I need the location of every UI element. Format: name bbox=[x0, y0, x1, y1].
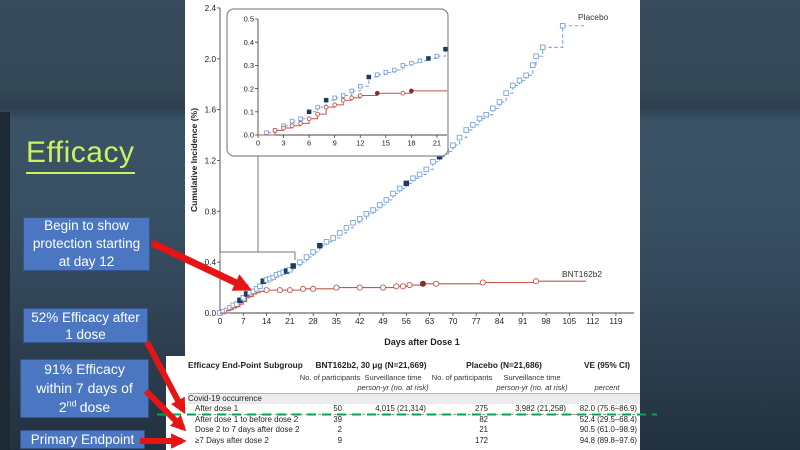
svg-text:1.2: 1.2 bbox=[205, 156, 217, 165]
svg-text:0.5: 0.5 bbox=[244, 15, 254, 24]
svg-text:21: 21 bbox=[285, 317, 295, 326]
svg-text:18: 18 bbox=[407, 139, 415, 148]
svg-text:49: 49 bbox=[378, 317, 388, 326]
callout-91-efficacy: 91% Efficacy within 7 days of 2nd dose bbox=[20, 359, 149, 418]
callout-52-efficacy: 52% Efficacy after 1 dose bbox=[23, 308, 148, 343]
left-accent-bar bbox=[0, 112, 10, 450]
svg-text:2.4: 2.4 bbox=[205, 4, 217, 13]
svg-text:42: 42 bbox=[355, 317, 365, 326]
callout-text: 52% Efficacy after 1 dose bbox=[31, 309, 140, 342]
table-row: ≥7 Days after dose 2 9 172 94.8 (89.8–97.6) bbox=[195, 435, 638, 445]
callout-text: Begin to show protection starting at day… bbox=[32, 218, 141, 269]
svg-text:1.6: 1.6 bbox=[205, 106, 217, 115]
svg-text:91: 91 bbox=[518, 317, 528, 326]
svg-text:12: 12 bbox=[356, 139, 364, 148]
svg-text:2.0: 2.0 bbox=[205, 55, 217, 64]
series-label-placebo: Placebo bbox=[578, 12, 609, 22]
callout-begin-protection: Begin to show protection starting at day… bbox=[23, 217, 150, 271]
svg-text:63: 63 bbox=[425, 317, 435, 326]
svg-text:70: 70 bbox=[448, 317, 458, 326]
svg-text:105: 105 bbox=[562, 317, 576, 326]
table-group1-header: BNT162b2, 30 μg (N=21,669) bbox=[315, 360, 427, 370]
figure-panel: 0 7 14 21 28 35 42 49 56 63 70 77 84 91 98 105 112 119 0.0… bbox=[185, 0, 640, 356]
svg-text:0.8: 0.8 bbox=[205, 207, 217, 216]
svg-text:112: 112 bbox=[586, 317, 599, 326]
callout-primary-endpoint: Primary Endpoint bbox=[20, 430, 145, 449]
svg-text:Days after Dose 1: Days after Dose 1 bbox=[384, 337, 460, 347]
svg-text:Cumulative Incidence (%): Cumulative Incidence (%) bbox=[189, 108, 199, 212]
svg-text:9: 9 bbox=[333, 139, 337, 148]
table-row: Dose 2 to 7 days after dose 2 2 21 90.5 (61… bbox=[195, 425, 638, 435]
table-row: After dose 1 50 4,015 (21,314) 275 3,982 (21… bbox=[188, 404, 641, 415]
table-col0-header: Efficacy End-Point Subgroup bbox=[188, 360, 303, 370]
svg-text:119: 119 bbox=[609, 317, 622, 326]
table-section-row: Covid-19 occurrence bbox=[188, 393, 641, 404]
svg-text:28: 28 bbox=[309, 317, 319, 326]
svg-text:3: 3 bbox=[281, 139, 285, 148]
svg-text:56: 56 bbox=[402, 317, 412, 326]
svg-text:84: 84 bbox=[495, 317, 505, 326]
svg-text:6: 6 bbox=[307, 139, 311, 148]
table-group2-header: Placebo (N=21,686) bbox=[466, 360, 542, 370]
svg-text:98: 98 bbox=[541, 317, 551, 326]
main-bnt162b2-curve bbox=[220, 278, 586, 314]
svg-text:0.4: 0.4 bbox=[205, 258, 217, 267]
svg-text:15: 15 bbox=[382, 139, 390, 148]
callout-text: 91% Efficacy within 7 days of bbox=[36, 361, 133, 396]
callout-text: Primary Endpoint bbox=[30, 432, 135, 447]
svg-text:0: 0 bbox=[218, 317, 223, 326]
main-placebo-curve bbox=[217, 23, 586, 316]
svg-text:0.0: 0.0 bbox=[205, 309, 217, 318]
svg-text:7: 7 bbox=[241, 317, 246, 326]
slide-title: Efficacy bbox=[26, 136, 135, 174]
svg-text:0.3: 0.3 bbox=[244, 61, 254, 70]
inset-box bbox=[226, 8, 449, 157]
table-row: After dose 1 to before dose 2 39 82 52.4 (2… bbox=[195, 415, 638, 424]
efficacy-chart-svg: 0 7 14 21 28 35 42 49 56 63 70 77 84 91 98 105 112 1190.0… bbox=[189, 4, 634, 347]
svg-text:0: 0 bbox=[256, 139, 260, 148]
results-table-panel: Efficacy End-Point Subgroup BNT162b2, 30 … bbox=[166, 356, 641, 450]
svg-text:0.1: 0.1 bbox=[244, 108, 254, 117]
svg-text:0.4: 0.4 bbox=[244, 38, 254, 47]
svg-text:21: 21 bbox=[433, 139, 441, 148]
inset-bnt162b2-curve bbox=[258, 88, 448, 136]
svg-text:35: 35 bbox=[332, 317, 342, 326]
callout-text-line3: 2nd dose bbox=[58, 398, 111, 415]
svg-text:14: 14 bbox=[262, 317, 272, 326]
results-table: Efficacy End-Point Subgroup BNT162b2, 30 … bbox=[188, 360, 641, 446]
svg-text:77: 77 bbox=[472, 317, 482, 326]
svg-text:0.0: 0.0 bbox=[244, 131, 254, 140]
svg-text:0.2: 0.2 bbox=[244, 84, 254, 93]
series-label-bnt162b2: BNT162b2 bbox=[562, 269, 602, 279]
table-ve-header: VE (95% CI) bbox=[583, 360, 631, 370]
